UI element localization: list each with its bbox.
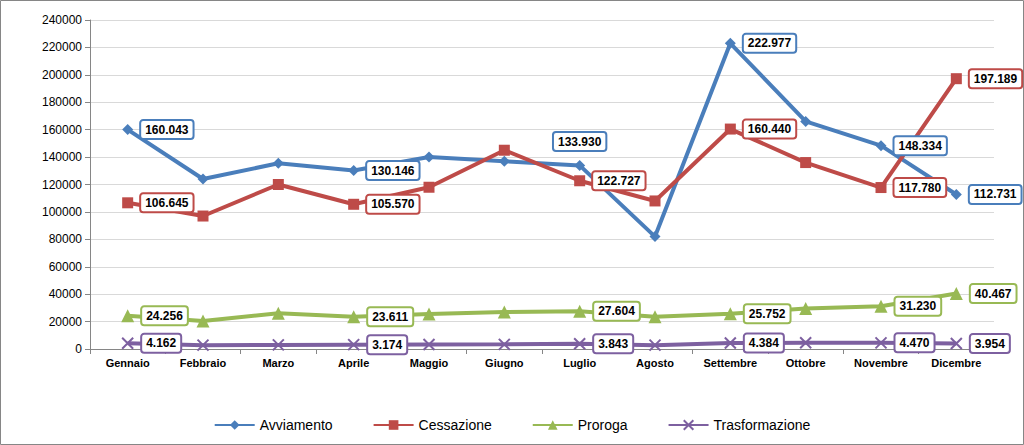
svg-text:197.189: 197.189 bbox=[974, 72, 1018, 86]
svg-text:Marzo: Marzo bbox=[262, 357, 294, 369]
svg-text:220000: 220000 bbox=[42, 40, 82, 54]
svg-text:120000: 120000 bbox=[42, 178, 82, 192]
svg-text:31.230: 31.230 bbox=[900, 299, 937, 313]
svg-text:0: 0 bbox=[75, 342, 82, 356]
svg-text:222.977: 222.977 bbox=[748, 36, 792, 50]
svg-text:4.384: 4.384 bbox=[749, 336, 779, 350]
svg-text:180000: 180000 bbox=[42, 95, 82, 109]
svg-text:Ottobre: Ottobre bbox=[786, 357, 826, 369]
svg-text:80000: 80000 bbox=[49, 232, 83, 246]
svg-text:Proroga: Proroga bbox=[578, 417, 628, 433]
svg-text:Giugno: Giugno bbox=[485, 357, 524, 369]
svg-text:3.174: 3.174 bbox=[372, 338, 402, 352]
svg-text:160.043: 160.043 bbox=[145, 123, 189, 137]
svg-text:3.954: 3.954 bbox=[975, 337, 1005, 351]
svg-text:Febbraio: Febbraio bbox=[180, 357, 227, 369]
svg-text:Novembre: Novembre bbox=[854, 357, 908, 369]
svg-text:148.334: 148.334 bbox=[899, 139, 943, 153]
svg-text:Maggio: Maggio bbox=[410, 357, 449, 369]
svg-text:24.256: 24.256 bbox=[146, 309, 183, 323]
svg-text:Gennaio: Gennaio bbox=[106, 357, 150, 369]
svg-text:25.752: 25.752 bbox=[749, 307, 786, 321]
svg-text:Luglio: Luglio bbox=[563, 357, 596, 369]
svg-text:23.611: 23.611 bbox=[372, 310, 408, 324]
svg-text:117.780: 117.780 bbox=[899, 181, 942, 195]
svg-text:133.930: 133.930 bbox=[558, 135, 602, 149]
svg-text:3.843: 3.843 bbox=[598, 337, 628, 351]
svg-text:20000: 20000 bbox=[49, 315, 83, 329]
svg-text:Aprile: Aprile bbox=[338, 357, 369, 369]
svg-text:60000: 60000 bbox=[49, 260, 83, 274]
svg-text:140000: 140000 bbox=[42, 150, 82, 164]
svg-text:Trasformazione: Trasformazione bbox=[714, 417, 811, 433]
svg-text:4.162: 4.162 bbox=[146, 336, 176, 350]
svg-text:240000: 240000 bbox=[42, 13, 82, 27]
svg-text:Dicembre: Dicembre bbox=[931, 357, 981, 369]
svg-text:122.727: 122.727 bbox=[597, 174, 641, 188]
svg-text:130.146: 130.146 bbox=[371, 164, 415, 178]
svg-text:Cessazione: Cessazione bbox=[419, 417, 492, 433]
svg-text:160.440: 160.440 bbox=[748, 122, 792, 136]
svg-text:200000: 200000 bbox=[42, 68, 82, 82]
svg-text:112.731: 112.731 bbox=[974, 187, 1017, 201]
svg-text:Settembre: Settembre bbox=[703, 357, 757, 369]
svg-text:Agosto: Agosto bbox=[636, 357, 674, 369]
svg-text:106.645: 106.645 bbox=[145, 196, 189, 210]
svg-text:27.604: 27.604 bbox=[598, 304, 635, 318]
svg-text:40000: 40000 bbox=[49, 287, 83, 301]
svg-text:100000: 100000 bbox=[42, 205, 82, 219]
svg-text:40.467: 40.467 bbox=[975, 287, 1012, 301]
svg-text:105.570: 105.570 bbox=[371, 197, 415, 211]
svg-text:160000: 160000 bbox=[42, 123, 82, 137]
svg-text:Avviamento: Avviamento bbox=[260, 417, 333, 433]
svg-text:4.470: 4.470 bbox=[900, 336, 930, 350]
